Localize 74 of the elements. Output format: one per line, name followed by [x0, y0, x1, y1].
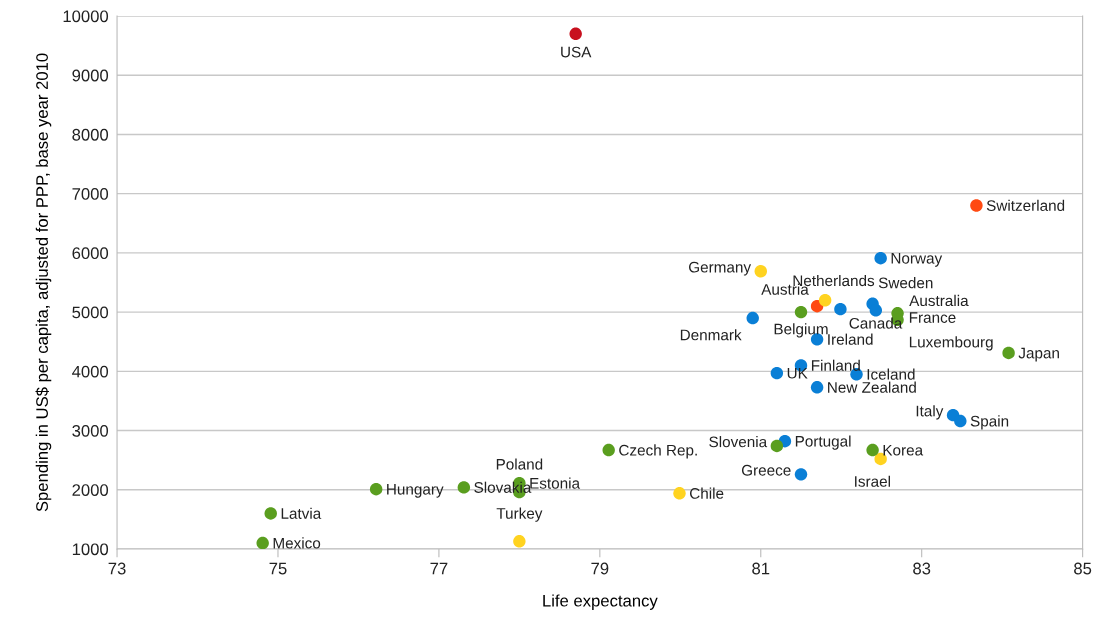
- point: [954, 414, 967, 428]
- annotation: USA: [561, 46, 592, 58]
- x-tick-label: 81: [752, 562, 770, 575]
- point: [869, 304, 883, 317]
- x-axis-title: Life expectancy: [543, 594, 658, 610]
- annotation: Australia: [909, 294, 969, 307]
- point: [264, 507, 277, 520]
- x-tick-label: 85: [1074, 562, 1092, 575]
- annotation: Germany: [688, 261, 752, 276]
- point: [770, 366, 784, 380]
- annotation: Canada: [849, 317, 903, 329]
- annotation: Greece: [741, 464, 791, 476]
- annotation: Denmark: [680, 329, 742, 341]
- y-tick-label: 8000: [72, 128, 109, 141]
- annotation: Ireland: [828, 333, 873, 345]
- x-tick-label: 73: [108, 562, 126, 575]
- y-tick-label: 10000: [63, 10, 109, 23]
- point: [457, 481, 471, 494]
- point: [602, 443, 615, 457]
- point: [818, 294, 832, 307]
- point: [369, 482, 383, 496]
- point: [673, 487, 686, 500]
- annotation: Italy: [916, 405, 944, 420]
- point: [1002, 346, 1015, 360]
- y-tick-label: 2000: [72, 484, 109, 496]
- annotation: UK: [787, 367, 808, 379]
- annotation: Czech Rep.: [619, 444, 697, 459]
- annotation: Slovenia: [709, 436, 768, 448]
- annotation: Latvia: [281, 507, 322, 519]
- point: [834, 302, 847, 316]
- point: [770, 439, 784, 453]
- annotation: Turkey: [496, 507, 543, 522]
- annotation: Luxembourg: [909, 336, 993, 351]
- point: [513, 535, 526, 548]
- point: [794, 305, 808, 319]
- point: [874, 252, 887, 265]
- annotation: Japan: [1018, 347, 1059, 362]
- annotation: Estonia: [530, 477, 581, 489]
- y-tick-label: 7000: [72, 188, 109, 200]
- point: [754, 265, 767, 278]
- annotation: France: [909, 312, 956, 323]
- point: [866, 443, 879, 457]
- y-tick-label: 3000: [72, 424, 109, 437]
- annotation: Korea: [883, 444, 924, 456]
- annotation: Chile: [690, 487, 724, 499]
- point: [810, 381, 824, 394]
- annotation: Mexico: [273, 537, 321, 549]
- annotation: Portugal: [795, 435, 851, 450]
- point: [746, 311, 759, 325]
- x-tick-label: 79: [591, 562, 609, 575]
- point: [794, 468, 808, 481]
- annotation: Israel: [855, 475, 890, 487]
- annotation: Norway: [891, 253, 943, 267]
- y-tick-label: 4000: [72, 365, 109, 378]
- y-tick-label: 6000: [72, 247, 109, 260]
- annotation: Iceland: [867, 368, 915, 380]
- y-tick-label: 9000: [72, 69, 109, 82]
- annotation: Hungary: [387, 484, 444, 498]
- point: [256, 536, 269, 549]
- annotation: Belgium: [774, 323, 828, 338]
- x-tick-label: 77: [430, 562, 448, 575]
- point: [569, 27, 582, 40]
- x-tick-label: 83: [913, 562, 931, 575]
- annotation: New Zealand: [828, 381, 916, 393]
- y-axis-title: Spending in US$ per capita, adjusted for PPP, base year 2010: [35, 53, 52, 512]
- x-tick-label: 75: [269, 562, 287, 575]
- point: [970, 199, 983, 212]
- annotation: Switzerland: [986, 199, 1065, 211]
- y-tick-label: 1000: [72, 543, 109, 556]
- annotation: Spain: [970, 415, 1009, 430]
- annotation: Poland: [496, 458, 543, 470]
- y-tick-label: 5000: [72, 306, 109, 319]
- annotation: Sweden: [878, 277, 933, 289]
- annotation: Finland: [811, 359, 860, 371]
